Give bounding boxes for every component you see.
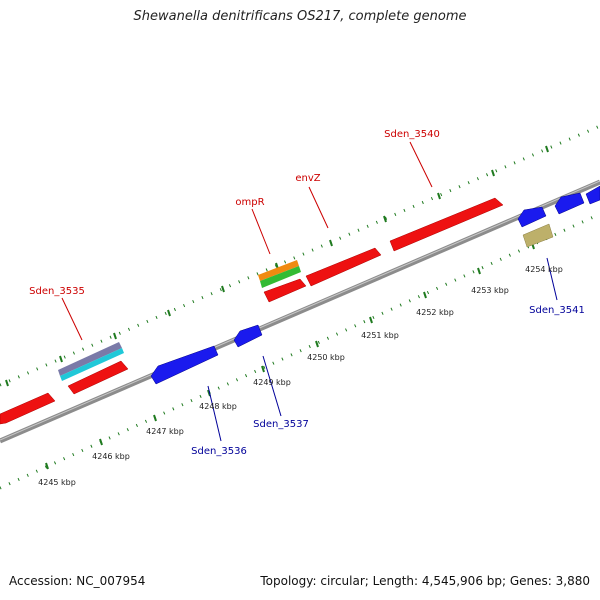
kbp-label: 4248 kbp — [199, 402, 237, 411]
gene-arrow-reverse[interactable] — [554, 192, 585, 215]
gene-label-sden-3536[interactable]: Sden_3536 — [191, 446, 247, 457]
kbp-label: 4250 kbp — [307, 353, 345, 362]
kbp-label: 4245 kbp — [38, 478, 76, 487]
inner-major-tick — [153, 414, 157, 422]
gene-labels: Sden_3535 ompR envZ Sden_3540 Sden_3536 … — [29, 129, 585, 457]
gene-label-envZ[interactable]: envZ — [295, 173, 320, 184]
outer-major-tick — [5, 379, 9, 387]
outer-major-tick — [329, 239, 333, 247]
gene-arrow-reverse[interactable] — [233, 324, 263, 348]
feature-bar-orange[interactable] — [258, 260, 299, 281]
kbp-label: 4247 kbp — [146, 427, 184, 436]
outer-major-tick — [113, 332, 117, 340]
kbp-label: 4246 kbp — [92, 452, 130, 461]
leader-sden-3535 — [61, 297, 83, 341]
inner-major-tick — [423, 291, 427, 299]
inner-major-tick — [369, 316, 373, 324]
outer-major-ticks — [5, 145, 549, 387]
gene-arrow-reverse[interactable] — [585, 185, 600, 205]
gene-label-sden-3537[interactable]: Sden_3537 — [253, 419, 309, 430]
outer-major-tick — [59, 355, 63, 363]
gene-arrow-forward[interactable] — [263, 278, 307, 303]
leader-sden-3537 — [262, 355, 282, 417]
feature-box-sden-3541[interactable] — [522, 223, 554, 248]
genome-backbone — [0, 179, 600, 444]
gene-arrow-forward[interactable] — [0, 392, 56, 425]
gene-arrow-forward[interactable] — [389, 197, 504, 252]
kbp-label: 4254 kbp — [525, 265, 563, 274]
inner-major-tick — [261, 365, 265, 373]
gene-label-sden-3535[interactable]: Sden_3535 — [29, 286, 85, 297]
feature-bar-grey[interactable] — [58, 342, 122, 376]
gene-label-sden-3540[interactable]: Sden_3540 — [384, 129, 440, 140]
gene-arrow-reverse[interactable] — [150, 345, 219, 385]
gene-label-sden-3541[interactable]: Sden_3541 — [529, 305, 585, 316]
map-title: Shewanella denitrificans OS217, complete… — [133, 9, 467, 24]
feature-bar-green[interactable] — [260, 266, 301, 288]
kbp-label: 4249 kbp — [253, 378, 291, 387]
inner-major-tick — [99, 438, 103, 446]
outer-major-tick — [167, 309, 171, 317]
gene-arrow-forward[interactable] — [67, 360, 129, 395]
reverse-genes — [150, 185, 600, 385]
leader-ompR — [251, 208, 271, 255]
inner-tick-track — [0, 212, 600, 490]
kbp-label: 4252 kbp — [416, 308, 454, 317]
ompr-feature-stack — [258, 260, 301, 288]
leader-sden-3540 — [409, 141, 433, 188]
sden-3535-feature-stack — [58, 342, 124, 381]
genome-backbone-highlight — [0, 180, 600, 441]
kbp-scale-labels: 4245 kbp 4246 kbp 4247 kbp 4248 kbp 4249… — [38, 265, 563, 487]
gene-arrow-forward[interactable] — [305, 247, 382, 287]
gene-arrow-reverse[interactable] — [517, 206, 547, 228]
accession-label: Accession: NC_007954 — [9, 574, 146, 588]
outer-major-tick — [491, 169, 495, 177]
outer-major-tick — [437, 192, 441, 200]
label-leader-lines — [61, 141, 558, 442]
gene-label-ompR[interactable]: ompR — [235, 197, 264, 208]
forward-genes — [0, 197, 504, 425]
inner-major-tick — [45, 462, 49, 470]
inner-major-tick — [477, 267, 481, 275]
outer-major-tick — [545, 145, 549, 153]
feature-bar-cyan[interactable] — [60, 348, 124, 381]
outer-major-tick — [221, 285, 225, 293]
outer-major-tick — [383, 215, 387, 223]
inner-major-tick — [315, 340, 319, 348]
topology-summary: Topology: circular; Length: 4,545,906 bp… — [260, 574, 590, 588]
leader-sden-3536 — [207, 385, 222, 442]
kbp-label: 4251 kbp — [361, 331, 399, 340]
kbp-label: 4253 kbp — [471, 286, 509, 295]
leader-envZ — [308, 186, 329, 229]
leader-sden-3541 — [546, 257, 558, 301]
